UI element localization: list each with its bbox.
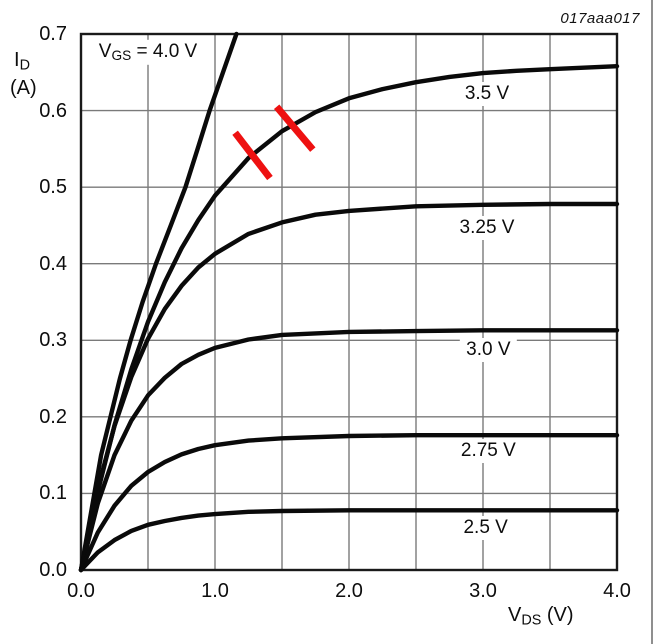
curve-vgs-3.5V — [78, 63, 620, 573]
curve-vgs-2.5V — [78, 508, 620, 573]
gate-annotation-rest: = 4.0 V — [131, 41, 198, 63]
x-tick-label-3.0: 3.0 — [469, 580, 497, 602]
y-tick-label-0.0: 0.0 — [39, 559, 67, 581]
y-axis-subscript: D — [19, 57, 30, 74]
gate-annotation-symbol: V — [98, 41, 112, 63]
x-tick-label-1.0: 1.0 — [201, 580, 229, 602]
y-axis-symbol: I — [14, 49, 20, 71]
y-tick-label-0.4: 0.4 — [39, 252, 67, 275]
curve-label-2.75V: 2.75 V — [454, 439, 522, 464]
y-tick-label-0.2: 0.2 — [39, 405, 67, 428]
y-tick-label-0.5: 0.5 — [39, 176, 67, 199]
curve-vgs-2.75V — [78, 433, 620, 573]
gate-voltage-annotation: VGS = 4.0 V — [92, 40, 204, 65]
plot-border — [79, 32, 619, 572]
figure-id: 017aaa017 — [560, 10, 640, 27]
x-axis-symbol: V — [508, 604, 522, 626]
page-edge-line — [651, 0, 653, 644]
y-axis-label: ID — [14, 49, 30, 74]
curve-label-2.5V: 2.5 V — [457, 515, 514, 540]
x-tick-label-0.0: 0.0 — [67, 580, 95, 602]
x-tick-label-4.0: 4.0 — [603, 580, 631, 602]
curve-label-3.25V: 3.25 V — [453, 215, 521, 240]
x-axis-subscript: DS — [521, 612, 542, 629]
curve-vgs-4.0V — [78, 31, 239, 573]
y-axis-unit: (A) — [10, 77, 37, 99]
curve-label-3.5V: 3.5 V — [458, 81, 516, 106]
curve-vgs-3.0V — [78, 328, 620, 573]
red-tick-annotation — [273, 104, 316, 152]
curve-vgs-3.25V — [78, 201, 620, 573]
red-tick-annotation — [232, 130, 273, 181]
curve-label-3.0V: 3.0 V — [460, 338, 517, 363]
gate-annotation-subscript: GS — [111, 48, 132, 64]
x-axis-unit: (V) — [541, 604, 574, 626]
y-tick-label-0.3: 0.3 — [39, 329, 67, 352]
y-tick-label-0.7: 0.7 — [39, 23, 67, 45]
y-tick-label-0.1: 0.1 — [39, 482, 67, 505]
x-tick-label-2.0: 2.0 — [335, 580, 363, 602]
x-axis-label: VDS (V) — [508, 604, 574, 629]
y-tick-label-0.6: 0.6 — [39, 99, 67, 122]
